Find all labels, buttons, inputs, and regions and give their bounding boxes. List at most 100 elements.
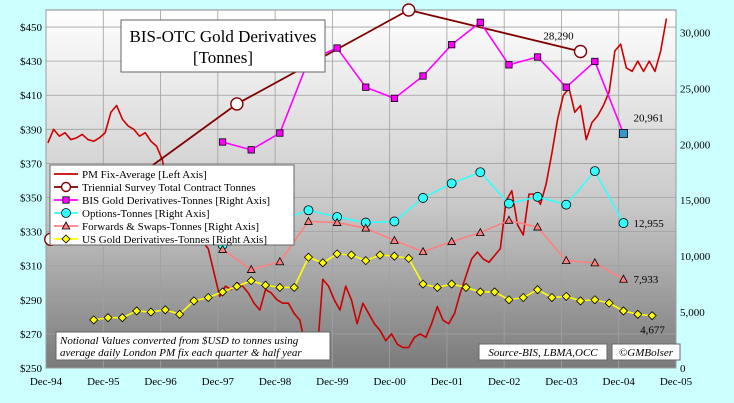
source-text: Source-BIS, LBMA,OCC <box>488 347 598 359</box>
diamond-marker <box>633 309 643 319</box>
circle-marker <box>402 3 416 17</box>
data-labels: 28,290 20,961 12,955 7,933 4,677 <box>543 31 665 337</box>
data-label: 4,677 <box>640 325 665 337</box>
circle-marker <box>61 208 71 218</box>
diamond-marker <box>289 282 299 293</box>
diamond-marker <box>518 292 528 303</box>
series-line <box>93 253 653 321</box>
square-marker <box>218 138 227 146</box>
diamond-marker <box>418 279 428 289</box>
triangle-marker <box>61 221 71 230</box>
legend-label: Forwards & Swaps-Tonnes [Right Axis] <box>82 221 259 233</box>
diamond-marker <box>175 309 185 319</box>
legend-label: Options-Tonnes [Right Axis] <box>82 208 210 220</box>
right-axis: 0 5,000 10,000 15,000 20,000 25,000 30,000 <box>680 27 711 375</box>
right-tick-label: 5,000 <box>680 307 705 319</box>
diamond-marker <box>504 295 514 305</box>
triangle-marker <box>561 255 571 265</box>
chart-title: BIS-OTC Gold Derivatives <box>130 27 317 46</box>
legend-label: US Gold Derivatives-Tonnes [Right Axis] <box>82 234 267 246</box>
left-tick-label: $390 <box>20 124 43 136</box>
x-tick-label: Dec-05 <box>660 376 693 388</box>
square-marker <box>247 146 255 154</box>
triangle-marker <box>332 217 342 226</box>
source-box: Source-BIS, LBMA,OCC <box>478 343 608 361</box>
diamond-marker <box>189 296 199 306</box>
left-tick-label: $410 <box>20 90 43 102</box>
diamond-marker <box>561 291 571 301</box>
triangle-marker <box>533 222 543 231</box>
diamond-marker <box>303 252 314 262</box>
x-tick-label: Dec-98 <box>259 376 292 388</box>
x-tick-label: Dec-99 <box>316 376 349 388</box>
diamond-marker <box>232 281 242 291</box>
data-label: 28,290 <box>543 31 574 43</box>
diamond-marker <box>132 306 142 316</box>
circle-marker <box>561 199 572 210</box>
diamond-marker <box>160 305 170 315</box>
diamond-marker <box>61 234 71 244</box>
legend-item: US Gold Derivatives-Tonnes [Right Axis] <box>54 234 267 246</box>
legend-label: PM Fix-Average [Left Axis] <box>82 169 207 181</box>
circle-marker <box>230 97 244 111</box>
diamond-marker <box>490 287 500 297</box>
x-tick-label: Dec-00 <box>373 376 406 388</box>
circle-marker <box>573 44 588 59</box>
diamond-marker <box>318 258 328 268</box>
left-tick-label: $350 <box>20 193 43 205</box>
diamond-marker <box>361 256 371 266</box>
triangle-marker <box>619 274 628 283</box>
legend-label: BIS Gold Derivatives-Tonnes [Right Axis] <box>82 195 270 207</box>
triangle-marker <box>418 246 428 256</box>
series-5 <box>89 249 657 325</box>
triangle-marker <box>218 244 228 253</box>
square-marker <box>591 57 599 66</box>
x-axis: Dec-94 Dec-95 Dec-96 Dec-97 Dec-98 Dec-99 Dec-… <box>30 376 693 388</box>
square-marker <box>505 61 513 69</box>
x-tick-label: Dec-04 <box>603 376 636 388</box>
diamond-marker <box>404 253 414 263</box>
diamond-marker <box>432 282 442 293</box>
series-0 <box>47 18 668 359</box>
circle-marker <box>618 218 629 228</box>
chart-subtitle: [Tonnes] <box>193 48 253 67</box>
diamond-marker <box>604 298 614 308</box>
square-marker <box>62 196 70 204</box>
triangle-marker <box>361 223 371 232</box>
diamond-marker <box>547 292 557 303</box>
left-tick-label: $330 <box>20 227 43 239</box>
circle-marker <box>60 181 72 193</box>
diamond-marker <box>246 276 256 286</box>
diamond-marker <box>332 249 342 259</box>
x-tick-label: Dec-95 <box>87 376 120 388</box>
circle-marker <box>504 198 514 209</box>
square-marker <box>333 44 341 52</box>
diamond-marker <box>590 295 600 305</box>
left-tick-label: $370 <box>20 158 43 170</box>
legend-item: Options-Tonnes [Right Axis] <box>54 208 210 220</box>
diamond-marker <box>447 279 457 289</box>
square-marker <box>476 18 484 26</box>
left-tick-label: $430 <box>20 56 43 68</box>
series-4 <box>218 215 628 283</box>
diamond-marker <box>647 311 657 321</box>
left-tick-label: $270 <box>20 329 43 341</box>
triangle-marker <box>389 235 399 244</box>
title-box: BIS-OTC Gold Derivatives [Tonnes] <box>120 19 326 73</box>
x-tick-label: Dec-97 <box>202 376 235 388</box>
triangle-marker <box>447 236 457 245</box>
diamond-marker <box>618 306 629 316</box>
legend-item: Triennial Survey Total Contract Tonnes <box>54 181 256 194</box>
note-line-1: Notional Values converted from $USD to t… <box>59 335 299 347</box>
triangle-marker <box>246 264 256 273</box>
diamond-marker <box>275 282 285 293</box>
legend-item: PM Fix-Average [Left Axis] <box>54 169 207 181</box>
diamond-marker <box>475 287 485 297</box>
square-marker <box>533 53 542 61</box>
data-label: 7,933 <box>633 274 658 286</box>
circle-marker <box>418 193 428 203</box>
triangle-marker <box>590 257 600 267</box>
right-tick-label: 15,000 <box>680 195 711 207</box>
copyright-text: ©GMBolser <box>619 347 674 359</box>
